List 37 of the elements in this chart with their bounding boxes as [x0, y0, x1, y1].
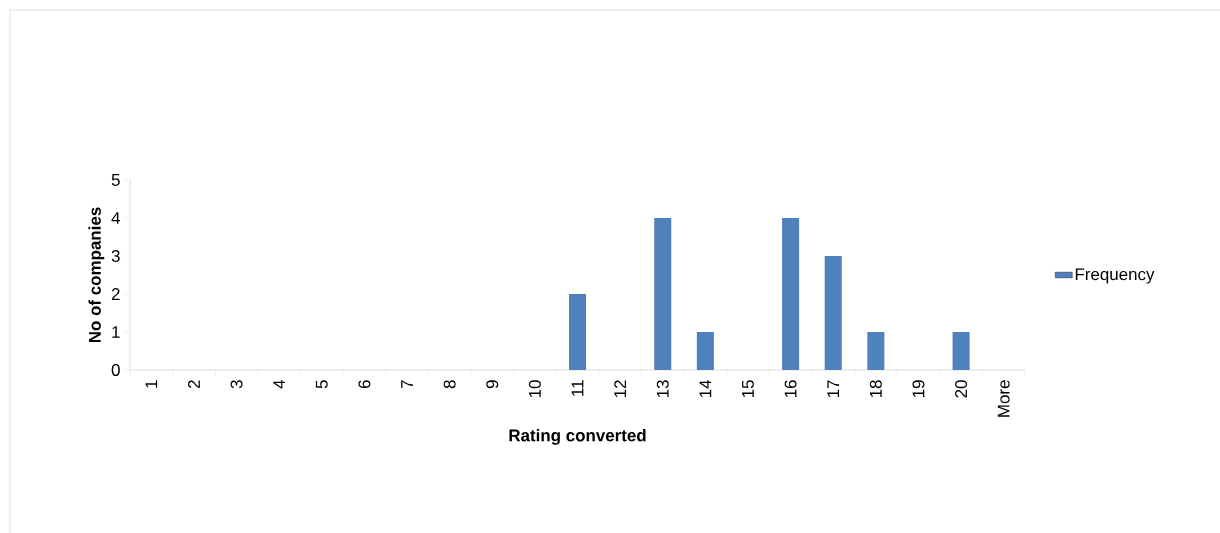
x-tick-label: 15 [742, 380, 754, 398]
x-tick-label: 4 [273, 380, 285, 389]
x-tick-label: 3 [230, 380, 243, 389]
x-tick-label: 18 [869, 380, 882, 398]
x-tick-label: 8 [443, 380, 456, 389]
x-tick-label: 9 [486, 380, 499, 389]
y-tick-label: 3 [111, 250, 120, 262]
y-tick-label: 4 [111, 212, 120, 224]
x-tick-label: 12 [614, 380, 627, 398]
x-tick-label: 20 [955, 380, 968, 398]
x-tick-label: 1 [145, 380, 158, 388]
x-tick-label: 14 [699, 380, 712, 398]
x-axis-title: Rating converted [509, 428, 646, 445]
x-tick-label: 16 [784, 380, 797, 398]
bar [654, 218, 672, 370]
legend-label: Frequency [1075, 268, 1155, 284]
y-tick-label: 1 [112, 326, 120, 338]
x-tick-label: 17 [827, 380, 840, 398]
bar [824, 256, 842, 370]
y-tick-label: 0 [111, 364, 120, 376]
x-tick-label: 5 [315, 380, 328, 389]
x-tick-label: 6 [358, 380, 371, 389]
y-axis-title: No of companies [88, 207, 105, 343]
y-tick-label: 5 [111, 174, 120, 186]
x-tick-label: 7 [401, 380, 413, 389]
x-tick-label: 13 [656, 380, 669, 398]
bar [867, 332, 885, 370]
x-tick-label: 2 [188, 380, 200, 389]
x-tick-label: More [997, 380, 1010, 417]
bar [696, 332, 714, 370]
bar [568, 294, 587, 370]
bar [782, 218, 800, 370]
bar [952, 332, 970, 370]
x-tick-label: 10 [528, 380, 541, 398]
y-tick-label: 2 [111, 288, 120, 300]
x-tick-label: 19 [912, 380, 925, 398]
x-tick-label: 11 [571, 380, 584, 396]
